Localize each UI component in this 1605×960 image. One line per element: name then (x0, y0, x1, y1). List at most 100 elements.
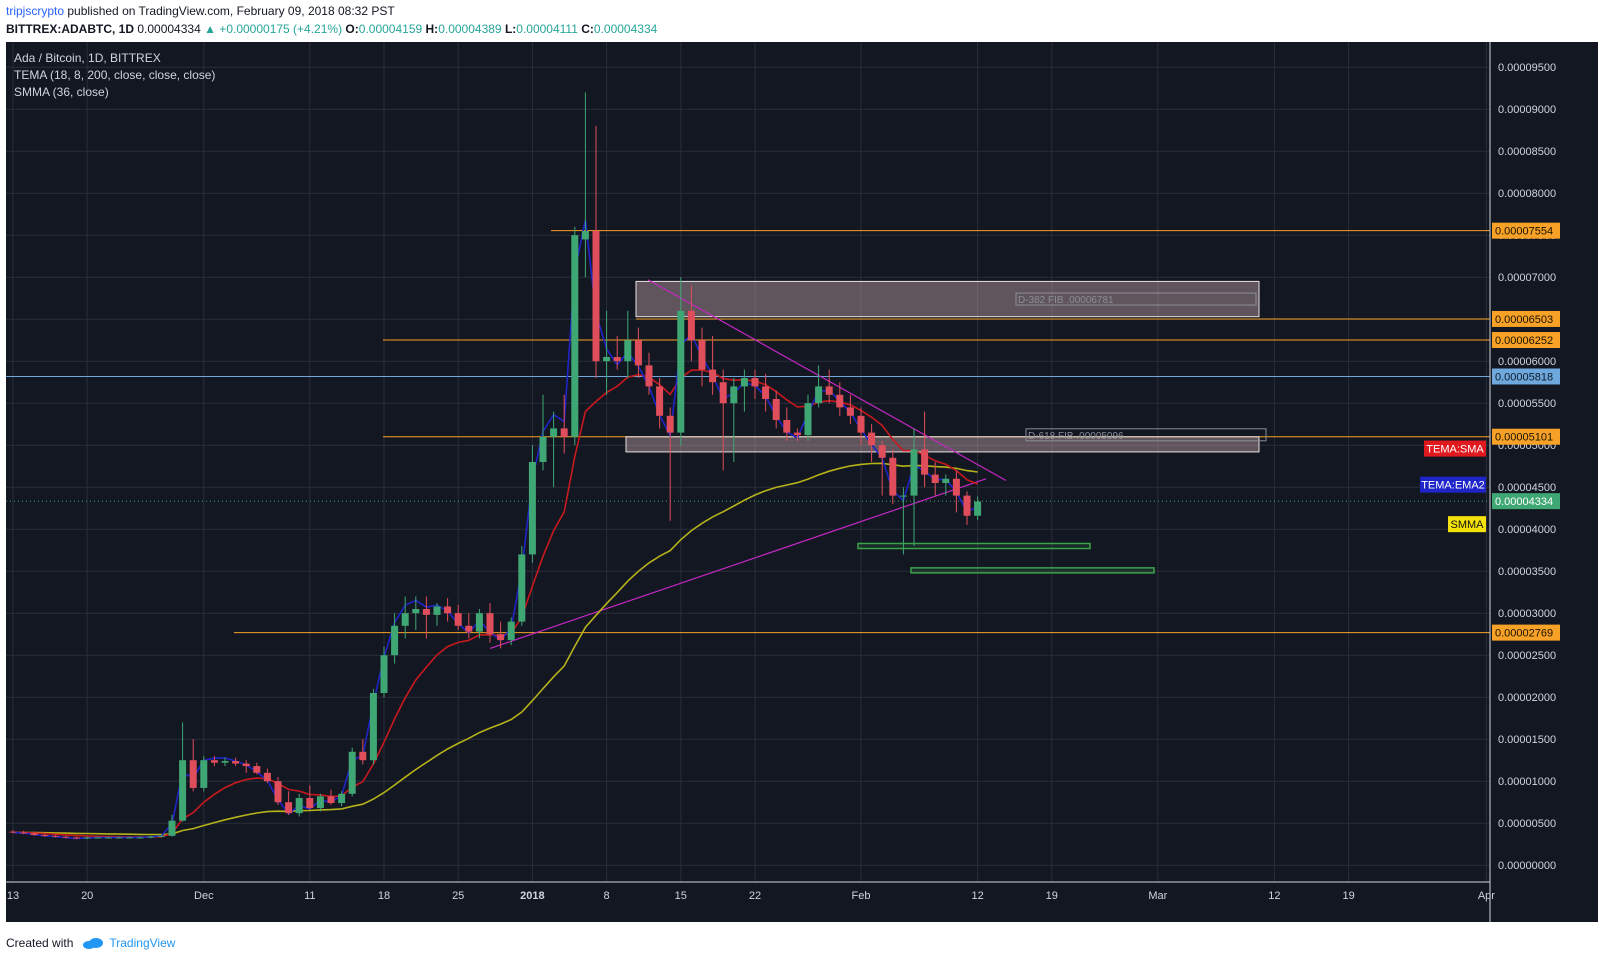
candle-body[interactable] (232, 761, 240, 764)
candle-body[interactable] (507, 621, 515, 641)
candle-body[interactable] (634, 340, 642, 366)
candle-body[interactable] (454, 613, 462, 626)
candle-body[interactable] (210, 760, 218, 763)
candle-body[interactable] (751, 378, 759, 387)
candle-body[interactable] (20, 832, 28, 834)
candle-body[interactable] (624, 340, 632, 362)
candle-body[interactable] (815, 386, 823, 404)
candle-body[interactable] (740, 378, 748, 387)
candle-body[interactable] (889, 457, 897, 496)
candle-body[interactable] (952, 478, 960, 496)
candle-body[interactable] (189, 760, 197, 788)
downtrend-line[interactable] (647, 279, 1007, 482)
candle-body[interactable] (931, 474, 939, 483)
candle-body[interactable] (666, 415, 674, 433)
candle-body[interactable] (285, 802, 293, 814)
candle-body[interactable] (910, 449, 918, 496)
candle-body[interactable] (30, 833, 38, 835)
candle-body[interactable] (825, 386, 833, 395)
candle-body[interactable] (263, 772, 271, 782)
candle-body[interactable] (719, 382, 727, 404)
fib-zone[interactable] (635, 280, 1260, 318)
candle-body[interactable] (772, 399, 780, 420)
candle-body[interactable] (391, 625, 399, 656)
candle-body[interactable] (136, 837, 144, 839)
candle-body[interactable] (539, 436, 547, 462)
candle-body[interactable] (221, 761, 229, 763)
candle-body[interactable] (878, 445, 886, 458)
candle-body[interactable] (168, 820, 176, 836)
candle-body[interactable] (550, 428, 558, 437)
candle-body[interactable] (253, 766, 261, 773)
candle-body[interactable] (157, 835, 165, 837)
candle-body[interactable] (242, 763, 250, 767)
candle-body[interactable] (868, 432, 876, 446)
time-axis[interactable]: 13 20 Dec 11 18 25 2018 8 15 22 Feb 12 19 Mar 12 19 Apr (6, 881, 1495, 902)
candle-body[interactable] (200, 760, 208, 788)
candle-body[interactable] (528, 462, 536, 555)
candle-body[interactable] (94, 837, 102, 839)
candle-body[interactable] (645, 365, 653, 387)
candle-body[interactable] (857, 415, 865, 433)
candle-body[interactable] (687, 310, 695, 341)
candle-body[interactable] (921, 449, 929, 475)
support-zone[interactable] (910, 567, 1155, 574)
candle-body[interactable] (147, 836, 155, 838)
candle-body[interactable] (783, 420, 791, 433)
candle-body[interactable] (444, 606, 452, 614)
support-zone[interactable] (857, 542, 1091, 550)
candle-body[interactable] (677, 310, 685, 433)
candle-body[interactable] (369, 693, 377, 761)
candle-body[interactable] (730, 386, 738, 404)
candle-body[interactable] (581, 231, 589, 240)
candle-body[interactable] (762, 386, 770, 399)
candle-body[interactable] (104, 837, 112, 839)
candle-body[interactable] (73, 837, 81, 839)
candle-body[interactable] (422, 609, 430, 615)
candle-body[interactable] (41, 834, 49, 836)
candle-body[interactable] (380, 655, 388, 693)
candle-body[interactable] (974, 501, 982, 516)
candle-body[interactable] (126, 837, 134, 839)
candle-body[interactable] (348, 751, 356, 794)
candle-body[interactable] (274, 781, 282, 803)
candle-body[interactable] (115, 837, 123, 839)
candle-body[interactable] (83, 837, 91, 839)
author-link[interactable]: tripjscrypto (6, 4, 65, 18)
candle-body[interactable] (433, 606, 441, 615)
candle-body[interactable] (846, 407, 854, 416)
candle-body[interactable] (592, 231, 600, 362)
candle-body[interactable] (571, 235, 579, 437)
candle-body[interactable] (793, 432, 801, 436)
candle-body[interactable] (465, 625, 473, 632)
candle-body[interactable] (709, 369, 717, 383)
candle-body[interactable] (179, 760, 187, 821)
candle-body[interactable] (62, 836, 70, 838)
candle-body[interactable] (51, 835, 59, 837)
legend-tema[interactable]: TEMA (18, 8, 200, close, close, close) (14, 68, 216, 82)
candle-body[interactable] (603, 357, 611, 362)
candle-body[interactable] (338, 793, 346, 804)
chart-area[interactable]: D-382 FIB .00006781 D-618 FIB .00005096 0… (6, 42, 1598, 922)
candle-body[interactable] (698, 340, 706, 370)
candle-body[interactable] (486, 613, 494, 635)
candle-body[interactable] (306, 798, 314, 809)
candle-body[interactable] (497, 634, 505, 641)
candle-body[interactable] (327, 796, 335, 804)
candle-body[interactable] (899, 495, 907, 497)
chart-svg[interactable]: D-382 FIB .00006781 D-618 FIB .00005096 0… (6, 42, 1598, 922)
candle-body[interactable] (963, 495, 971, 516)
candle-body[interactable] (412, 609, 420, 614)
candle-body[interactable] (316, 796, 324, 809)
candle-body[interactable] (613, 357, 621, 362)
candle-body[interactable] (836, 394, 844, 408)
candle-body[interactable] (359, 751, 367, 761)
candle-body[interactable] (656, 386, 664, 416)
candle-body[interactable] (475, 613, 483, 632)
candle-body[interactable] (560, 428, 568, 437)
legend-smma[interactable]: SMMA (36, close) (14, 85, 109, 99)
candle-body[interactable] (401, 613, 409, 626)
tradingview-brand[interactable]: TradingView (81, 936, 175, 950)
candle-body[interactable] (942, 478, 950, 483)
candle-body[interactable] (9, 831, 17, 833)
